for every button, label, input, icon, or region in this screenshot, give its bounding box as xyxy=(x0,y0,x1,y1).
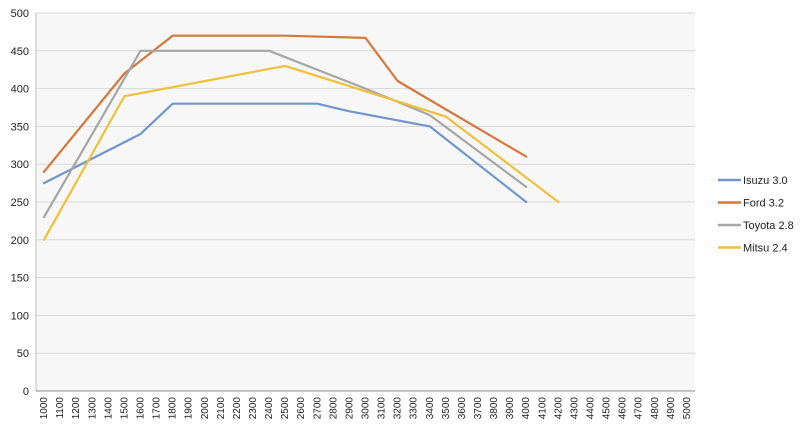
x-tick-label: 4100 xyxy=(537,397,548,420)
x-tick-label: 1500 xyxy=(119,397,130,420)
x-tick-label: 4700 xyxy=(634,397,645,420)
series-line-toyota-2-8 xyxy=(42,49,528,219)
y-axis: 0 50 100 150 200 250 300 350 400 450 500 xyxy=(11,8,37,398)
y-tick-label: 450 xyxy=(11,46,29,58)
x-tick-label: 4900 xyxy=(666,397,677,420)
x-tick-label: 2700 xyxy=(312,397,323,420)
y-tick-label: 500 xyxy=(11,8,29,20)
grid xyxy=(36,12,695,392)
x-tick-label: 4400 xyxy=(586,397,597,420)
x-tick-label: 4600 xyxy=(618,397,629,420)
y-tick-label: 0 xyxy=(23,386,29,398)
x-tick-label: 1600 xyxy=(135,397,146,420)
series-line-ford-3-2 xyxy=(42,34,528,173)
y-tick-label: 350 xyxy=(11,121,29,133)
y-tick-label: 200 xyxy=(11,235,29,247)
x-tick-label: 3800 xyxy=(489,397,500,420)
legend: Isuzu 3.0 Ford 3.2 Toyota 2.8 Mitsu 2.4 xyxy=(718,175,794,255)
x-tick-label: 4500 xyxy=(602,397,613,420)
x-tick-label: 2200 xyxy=(232,397,243,420)
legend-label: Toyota 2.8 xyxy=(743,220,794,232)
x-axis: 1000 1100 1200 1300 1400 1500 1600 1700 1800 1900… xyxy=(36,390,695,420)
x-tick-label: 1000 xyxy=(39,397,50,420)
series-group xyxy=(42,34,560,241)
x-tick-label: 1800 xyxy=(168,397,179,420)
y-tick-label: 250 xyxy=(11,197,29,209)
x-tick-label: 1400 xyxy=(103,397,114,420)
x-tick-label: 3200 xyxy=(393,397,404,420)
x-tick-label: 2500 xyxy=(280,397,291,420)
x-tick-label: 4000 xyxy=(521,397,532,420)
x-tick-label: 1200 xyxy=(71,397,82,420)
x-tick-label: 3900 xyxy=(505,397,516,420)
x-tick-label: 2800 xyxy=(328,397,339,420)
y-tick-label: 100 xyxy=(11,310,29,322)
x-tick-label: 2400 xyxy=(264,397,275,420)
x-tick-label: 3300 xyxy=(409,397,420,420)
x-tick-label: 3700 xyxy=(473,397,484,420)
x-tick-label: 2100 xyxy=(216,397,227,420)
x-tick-label: 3400 xyxy=(425,397,436,420)
x-tick-label: 2000 xyxy=(200,397,211,420)
x-tick-label: 4800 xyxy=(650,397,661,420)
y-tick-label: 50 xyxy=(17,348,29,360)
y-tick-label: 150 xyxy=(11,273,29,285)
x-tick-label: 3600 xyxy=(457,397,468,420)
legend-label: Isuzu 3.0 xyxy=(743,175,788,187)
x-tick-label: 4200 xyxy=(553,397,564,420)
x-tick-label: 1900 xyxy=(184,397,195,420)
x-tick-label: 1700 xyxy=(152,397,163,420)
x-tick-label: 4300 xyxy=(569,397,580,420)
x-tick-label: 3500 xyxy=(441,397,452,420)
x-tick-label: 2600 xyxy=(296,397,307,420)
x-tick-label: 5000 xyxy=(682,397,693,420)
x-tick-label: 2300 xyxy=(248,397,259,420)
y-tick-label: 300 xyxy=(11,159,29,171)
x-tick-label: 3100 xyxy=(377,397,388,420)
x-tick-label: 3000 xyxy=(361,397,372,420)
x-tick-label: 1300 xyxy=(87,397,98,420)
series-line-isuzu-3-0 xyxy=(42,102,528,204)
legend-label: Mitsu 2.4 xyxy=(743,243,788,255)
x-tick-label: 2900 xyxy=(344,397,355,420)
y-tick-label: 400 xyxy=(11,84,29,96)
series-line-mitsu-2-4 xyxy=(42,64,560,241)
x-tick-label: 1100 xyxy=(55,397,66,419)
legend-label: Ford 3.2 xyxy=(743,198,784,210)
